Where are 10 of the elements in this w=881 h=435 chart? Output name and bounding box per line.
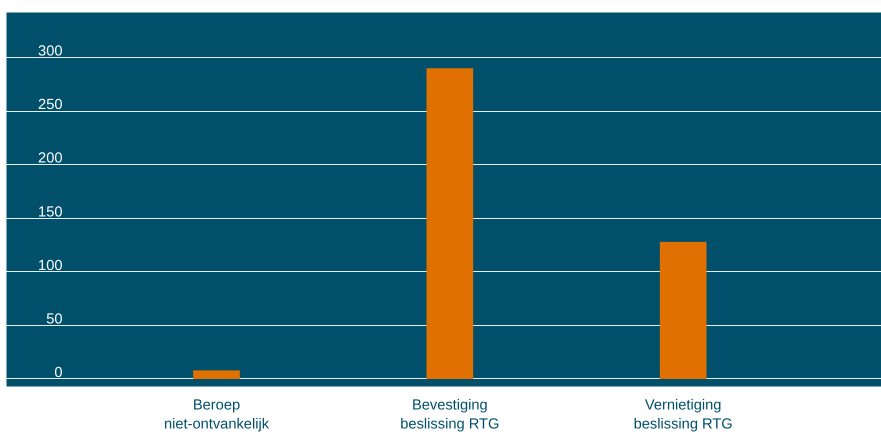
- x-tick-label: Beroep niet-ontvankelijk: [164, 398, 270, 433]
- x-tick-label: Vernietiging beslissing RTG: [634, 398, 733, 433]
- y-tick-label: 150: [38, 204, 63, 220]
- y-tick-label: 100: [38, 258, 63, 274]
- y-tick-label: 300: [38, 44, 63, 60]
- y-tick-label: 200: [38, 150, 63, 167]
- y-tick-label: 0: [54, 365, 63, 381]
- x-tick-label: Bevestiging beslissing RTG: [400, 398, 500, 433]
- y-tick-label: 50: [46, 311, 63, 328]
- y-tick-label: 250: [38, 97, 63, 114]
